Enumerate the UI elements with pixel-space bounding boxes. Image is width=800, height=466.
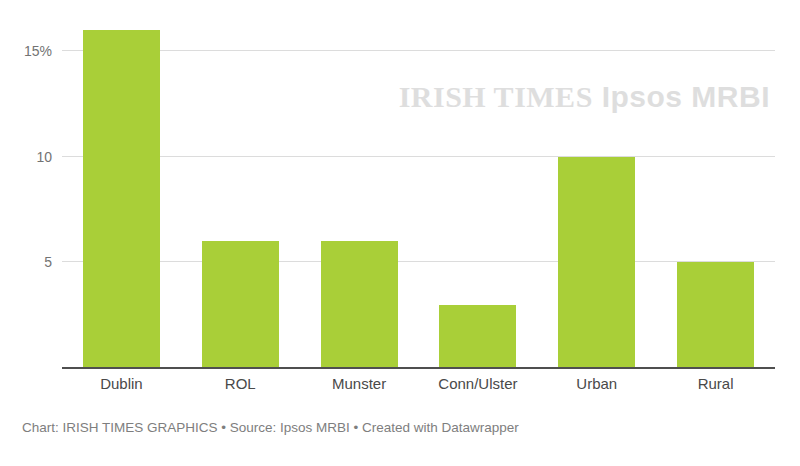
gridline xyxy=(62,261,775,262)
x-axis-line xyxy=(62,367,775,369)
x-category-label: ROL xyxy=(181,374,300,394)
bar-munster xyxy=(321,241,398,368)
watermark-ipsos-mrbi: Ipsos MRBI xyxy=(593,80,770,113)
gridline xyxy=(62,50,775,51)
bar-rural xyxy=(677,262,754,368)
bar-chart: DublinROLMunsterConn/UlsterUrbanRural IR… xyxy=(0,0,800,466)
x-axis-labels: DublinROLMunsterConn/UlsterUrbanRural xyxy=(62,374,775,394)
y-tick-label: 10 xyxy=(2,148,52,166)
y-tick-label: 15% xyxy=(2,42,52,60)
x-category-label: Conn/Ulster xyxy=(419,374,538,394)
bar-urban xyxy=(558,157,635,368)
y-tick-label: 5 xyxy=(2,253,52,271)
gridline xyxy=(62,156,775,157)
x-category-label: Urban xyxy=(537,374,656,394)
x-category-label: Rural xyxy=(656,374,775,394)
x-category-label: Munster xyxy=(300,374,419,394)
watermark: IRISH TIMES Ipsos MRBI xyxy=(399,80,770,114)
footer-attribution: Chart: IRISH TIMES GRAPHICS • Source: Ip… xyxy=(22,420,519,435)
x-category-label: Dublin xyxy=(62,374,181,394)
bar-rol xyxy=(202,241,279,368)
bar-dublin xyxy=(83,30,160,368)
watermark-irish-times: IRISH TIMES xyxy=(399,80,593,113)
plot-area xyxy=(62,0,775,368)
bar-conn-ulster xyxy=(439,305,516,368)
